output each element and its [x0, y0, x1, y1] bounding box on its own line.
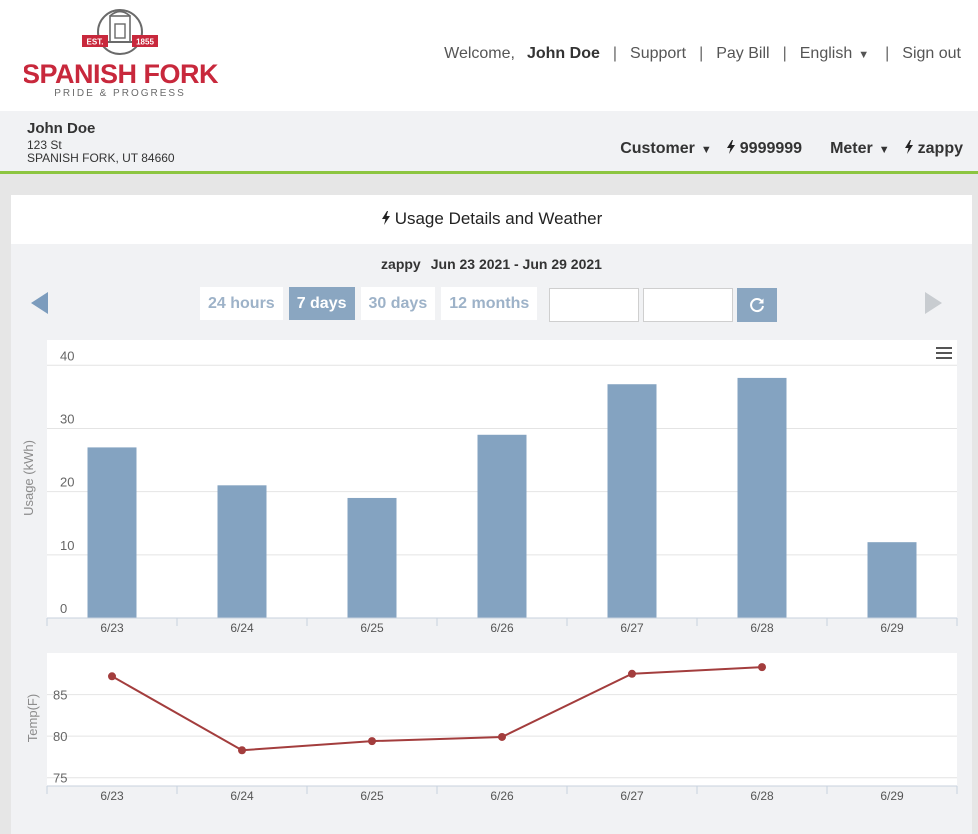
next-period-arrow-icon[interactable]	[925, 292, 942, 314]
temp-y-axis-label: Temp(F)	[25, 694, 40, 742]
chart-menu-icon[interactable]	[936, 347, 952, 359]
usage-y-axis-label: Usage (kWh)	[21, 440, 36, 516]
caret-down-icon: ▼	[878, 144, 890, 156]
caret-down-icon: ▼	[858, 49, 870, 61]
tab-24-hours[interactable]: 24 hours	[200, 287, 283, 320]
account-address: 123 St SPANISH FORK, UT 84660	[27, 139, 175, 165]
lightning-bolt-icon	[381, 211, 390, 225]
support-link[interactable]: Support	[630, 45, 687, 62]
usage-y-tick-label: 20	[60, 475, 74, 490]
top-nav: Welcome, John Doe | Support | Pay Bill |…	[444, 45, 961, 63]
temp-point	[108, 672, 116, 681]
top-header: EST. 1855 SPANISH FORK PRIDE & PROGRESS …	[0, 0, 978, 111]
account-name: John Doe	[27, 120, 96, 137]
meter-id: zappy	[904, 140, 963, 158]
temp-point	[758, 663, 766, 672]
refresh-icon	[750, 298, 764, 313]
start-date-input[interactable]	[549, 288, 639, 322]
svg-text:EST.: EST.	[87, 38, 104, 47]
usage-x-tick-label: 6/24	[230, 621, 254, 635]
usage-bar	[607, 384, 657, 618]
account-bar: John Doe 123 St SPANISH FORK, UT 84660 C…	[0, 111, 978, 174]
usage-bar	[217, 485, 267, 618]
period-meter: zappy	[381, 256, 421, 272]
language-dropdown[interactable]: English ▼	[800, 45, 869, 63]
temp-x-tick-label: 6/23	[100, 789, 124, 803]
usage-y-tick-label: 0	[60, 601, 67, 616]
temp-series-line	[111, 666, 763, 752]
refresh-button[interactable]	[737, 288, 777, 322]
meter-dropdown[interactable]: Meter ▼	[830, 140, 890, 158]
previous-period-arrow-icon[interactable]	[31, 292, 48, 314]
usage-card: Usage Details and Weather zappy Jun 23 20…	[11, 195, 972, 834]
usage-bar	[347, 497, 397, 618]
range-tabs: 24 hours 7 days 30 days 12 months	[200, 287, 543, 320]
usage-x-tick-label: 6/29	[880, 621, 904, 635]
usage-bar	[867, 542, 917, 618]
svg-text:1855: 1855	[136, 38, 154, 47]
usage-y-tick-label: 10	[60, 538, 74, 553]
nav-separator: |	[612, 45, 618, 62]
temp-point	[498, 732, 506, 741]
temp-x-tick-label: 6/25	[360, 789, 384, 803]
address-line-1: 123 St	[27, 138, 62, 152]
meter-label: Meter	[830, 140, 873, 157]
usage-bar	[737, 377, 787, 618]
tab-30-days[interactable]: 30 days	[360, 287, 436, 320]
customer-id: 9999999	[726, 140, 802, 158]
usage-bar-chart: Usage (kWh) 0 10 20 30 40 6/23 6/24 6/25 6/26 6/…	[21, 340, 958, 635]
pay-bill-link[interactable]: Pay Bill	[716, 45, 770, 62]
card-title: Usage Details and Weather	[11, 209, 972, 229]
card-title-text: Usage Details and Weather	[394, 209, 603, 228]
temp-point	[628, 669, 636, 678]
temperature-line-chart: Temp(F) 75 80 85 6/23 6/24 6/25 6/26 6/27 6/28 6…	[25, 653, 958, 803]
nav-separator: |	[885, 45, 890, 62]
nav-separator: |	[699, 45, 704, 62]
usage-x-tick-label: 6/23	[100, 621, 124, 635]
temp-x-tick-label: 6/24	[230, 789, 254, 803]
tab-12-months[interactable]: 12 months	[441, 287, 538, 320]
lightning-bolt-icon	[726, 140, 735, 154]
temp-x-tick-label: 6/26	[490, 789, 514, 803]
address-line-2: SPANISH FORK, UT 84660	[27, 151, 175, 165]
customer-dropdown[interactable]: Customer ▼	[620, 140, 712, 158]
temp-plot-area	[47, 653, 957, 786]
customer-label: Customer	[620, 140, 695, 157]
period-label: zappy Jun 23 2021 - Jun 29 2021	[11, 256, 972, 272]
user-name: John Doe	[526, 45, 600, 62]
account-selectors: Customer ▼ 9999999 Meter ▼ zappy	[620, 140, 963, 158]
svg-text:PRIDE & PROGRESS: PRIDE & PROGRESS	[54, 88, 185, 99]
usage-x-tick-label: 6/28	[750, 621, 774, 635]
spanish-fork-logo[interactable]: EST. 1855 SPANISH FORK PRIDE & PROGRESS	[24, 6, 219, 100]
language-label: English	[799, 45, 853, 62]
nav-separator: |	[782, 45, 787, 62]
temp-y-tick-label: 85	[53, 688, 67, 703]
temp-x-tick-label: 6/27	[620, 789, 644, 803]
temp-point	[368, 737, 376, 746]
usage-bar	[87, 447, 137, 618]
usage-x-tick-label: 6/27	[620, 621, 644, 635]
svg-text:SPANISH FORK: SPANISH FORK	[24, 59, 219, 89]
welcome-text: Welcome,	[444, 45, 515, 62]
period-range: Jun 23 2021 - Jun 29 2021	[430, 256, 602, 272]
usage-bar	[477, 434, 527, 618]
end-date-input[interactable]	[643, 288, 733, 322]
sign-out-link[interactable]: Sign out	[902, 45, 961, 62]
usage-y-tick-label: 40	[60, 348, 74, 363]
usage-x-tick-label: 6/25	[360, 621, 384, 635]
temp-x-tick-label: 6/29	[880, 789, 904, 803]
temp-y-tick-label: 75	[53, 771, 67, 786]
temp-point	[238, 746, 246, 755]
lightning-bolt-icon	[904, 140, 913, 154]
tab-7-days[interactable]: 7 days	[288, 287, 355, 320]
caret-down-icon: ▼	[700, 144, 712, 156]
card-header: Usage Details and Weather	[11, 195, 972, 244]
meter-id-value: zappy	[917, 140, 963, 157]
temp-x-tick-label: 6/28	[750, 789, 774, 803]
usage-y-tick-label: 30	[60, 411, 74, 426]
usage-x-tick-label: 6/26	[490, 621, 514, 635]
customer-id-value: 9999999	[739, 140, 803, 157]
temp-y-tick-label: 80	[53, 729, 67, 744]
